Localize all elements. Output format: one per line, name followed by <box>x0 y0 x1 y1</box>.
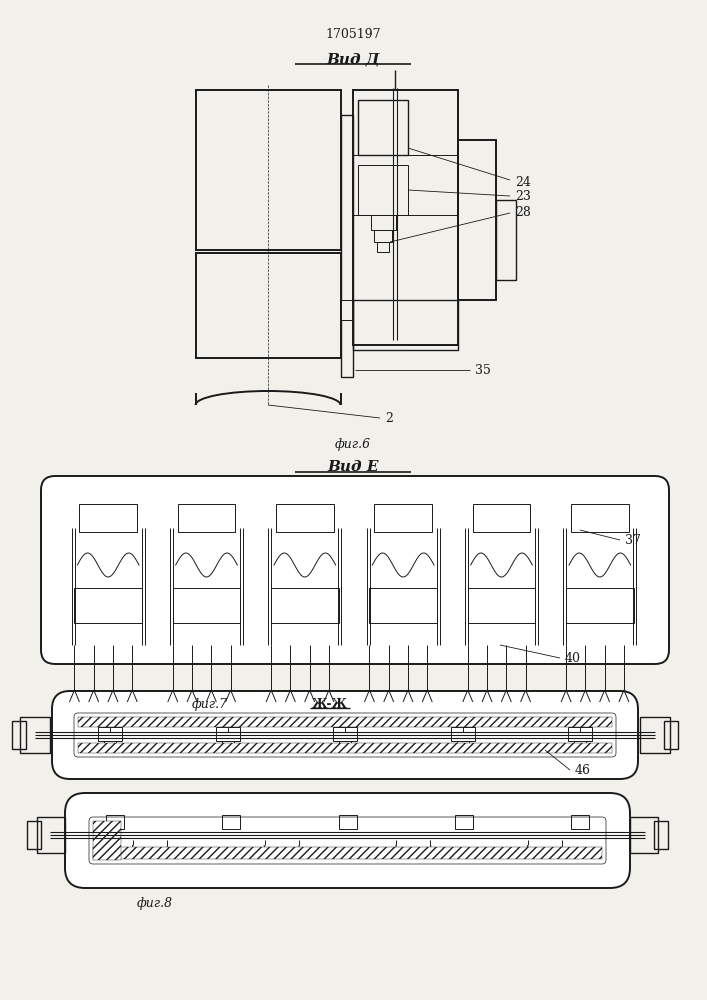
Text: Ж-Ж: Ж-Ж <box>312 698 348 711</box>
Text: 35: 35 <box>475 363 491 376</box>
Text: Вид Е: Вид Е <box>327 460 379 474</box>
Bar <box>20 717 50 753</box>
Bar <box>177 504 235 532</box>
Bar <box>74 588 142 623</box>
Bar <box>358 100 408 155</box>
Bar <box>196 90 341 250</box>
Text: 46: 46 <box>575 764 591 776</box>
Bar <box>276 504 334 532</box>
Bar <box>341 115 353 377</box>
Text: фиг.8: фиг.8 <box>137 897 173 910</box>
Bar <box>374 230 392 242</box>
Text: 24: 24 <box>515 176 531 188</box>
Bar <box>78 743 612 753</box>
Text: фиг.7: фиг.7 <box>192 698 228 711</box>
Bar <box>79 504 137 532</box>
Bar <box>106 815 124 829</box>
Bar <box>93 847 602 859</box>
Bar <box>377 242 389 252</box>
Bar <box>333 727 357 741</box>
Bar <box>458 140 496 300</box>
Text: 23: 23 <box>515 190 531 204</box>
Text: 40: 40 <box>565 652 581 664</box>
Bar <box>468 588 535 623</box>
Text: Вид Д: Вид Д <box>327 52 380 66</box>
Bar <box>664 721 678 749</box>
Bar <box>472 504 530 532</box>
Bar <box>216 727 240 741</box>
Bar <box>450 727 474 741</box>
Bar <box>271 588 339 623</box>
Bar <box>571 815 589 829</box>
Bar <box>93 821 121 860</box>
Bar <box>37 817 65 853</box>
Bar <box>78 717 612 727</box>
Bar <box>353 90 458 345</box>
Bar <box>571 504 629 532</box>
Bar <box>371 215 396 230</box>
Bar <box>496 200 516 280</box>
FancyBboxPatch shape <box>52 691 638 779</box>
Bar <box>353 300 458 350</box>
FancyBboxPatch shape <box>41 476 669 664</box>
Bar <box>654 821 668 849</box>
Bar <box>222 815 240 829</box>
Bar <box>455 815 473 829</box>
Bar <box>358 165 408 215</box>
Text: фиг.6: фиг.6 <box>335 438 371 451</box>
Text: 37: 37 <box>625 534 641 546</box>
Bar <box>630 817 658 853</box>
Bar <box>27 821 41 849</box>
Bar <box>341 300 353 320</box>
FancyBboxPatch shape <box>65 793 630 888</box>
Bar <box>566 588 633 623</box>
Bar <box>339 815 356 829</box>
Bar <box>341 300 353 320</box>
Text: 2: 2 <box>385 412 393 424</box>
Bar <box>370 588 437 623</box>
Text: 1705197: 1705197 <box>325 28 381 41</box>
Bar <box>196 253 341 358</box>
Bar <box>640 717 670 753</box>
Text: 28: 28 <box>515 207 531 220</box>
Bar <box>374 504 432 532</box>
Bar <box>173 588 240 623</box>
Bar <box>12 721 26 749</box>
Bar <box>568 727 592 741</box>
Bar <box>98 727 122 741</box>
